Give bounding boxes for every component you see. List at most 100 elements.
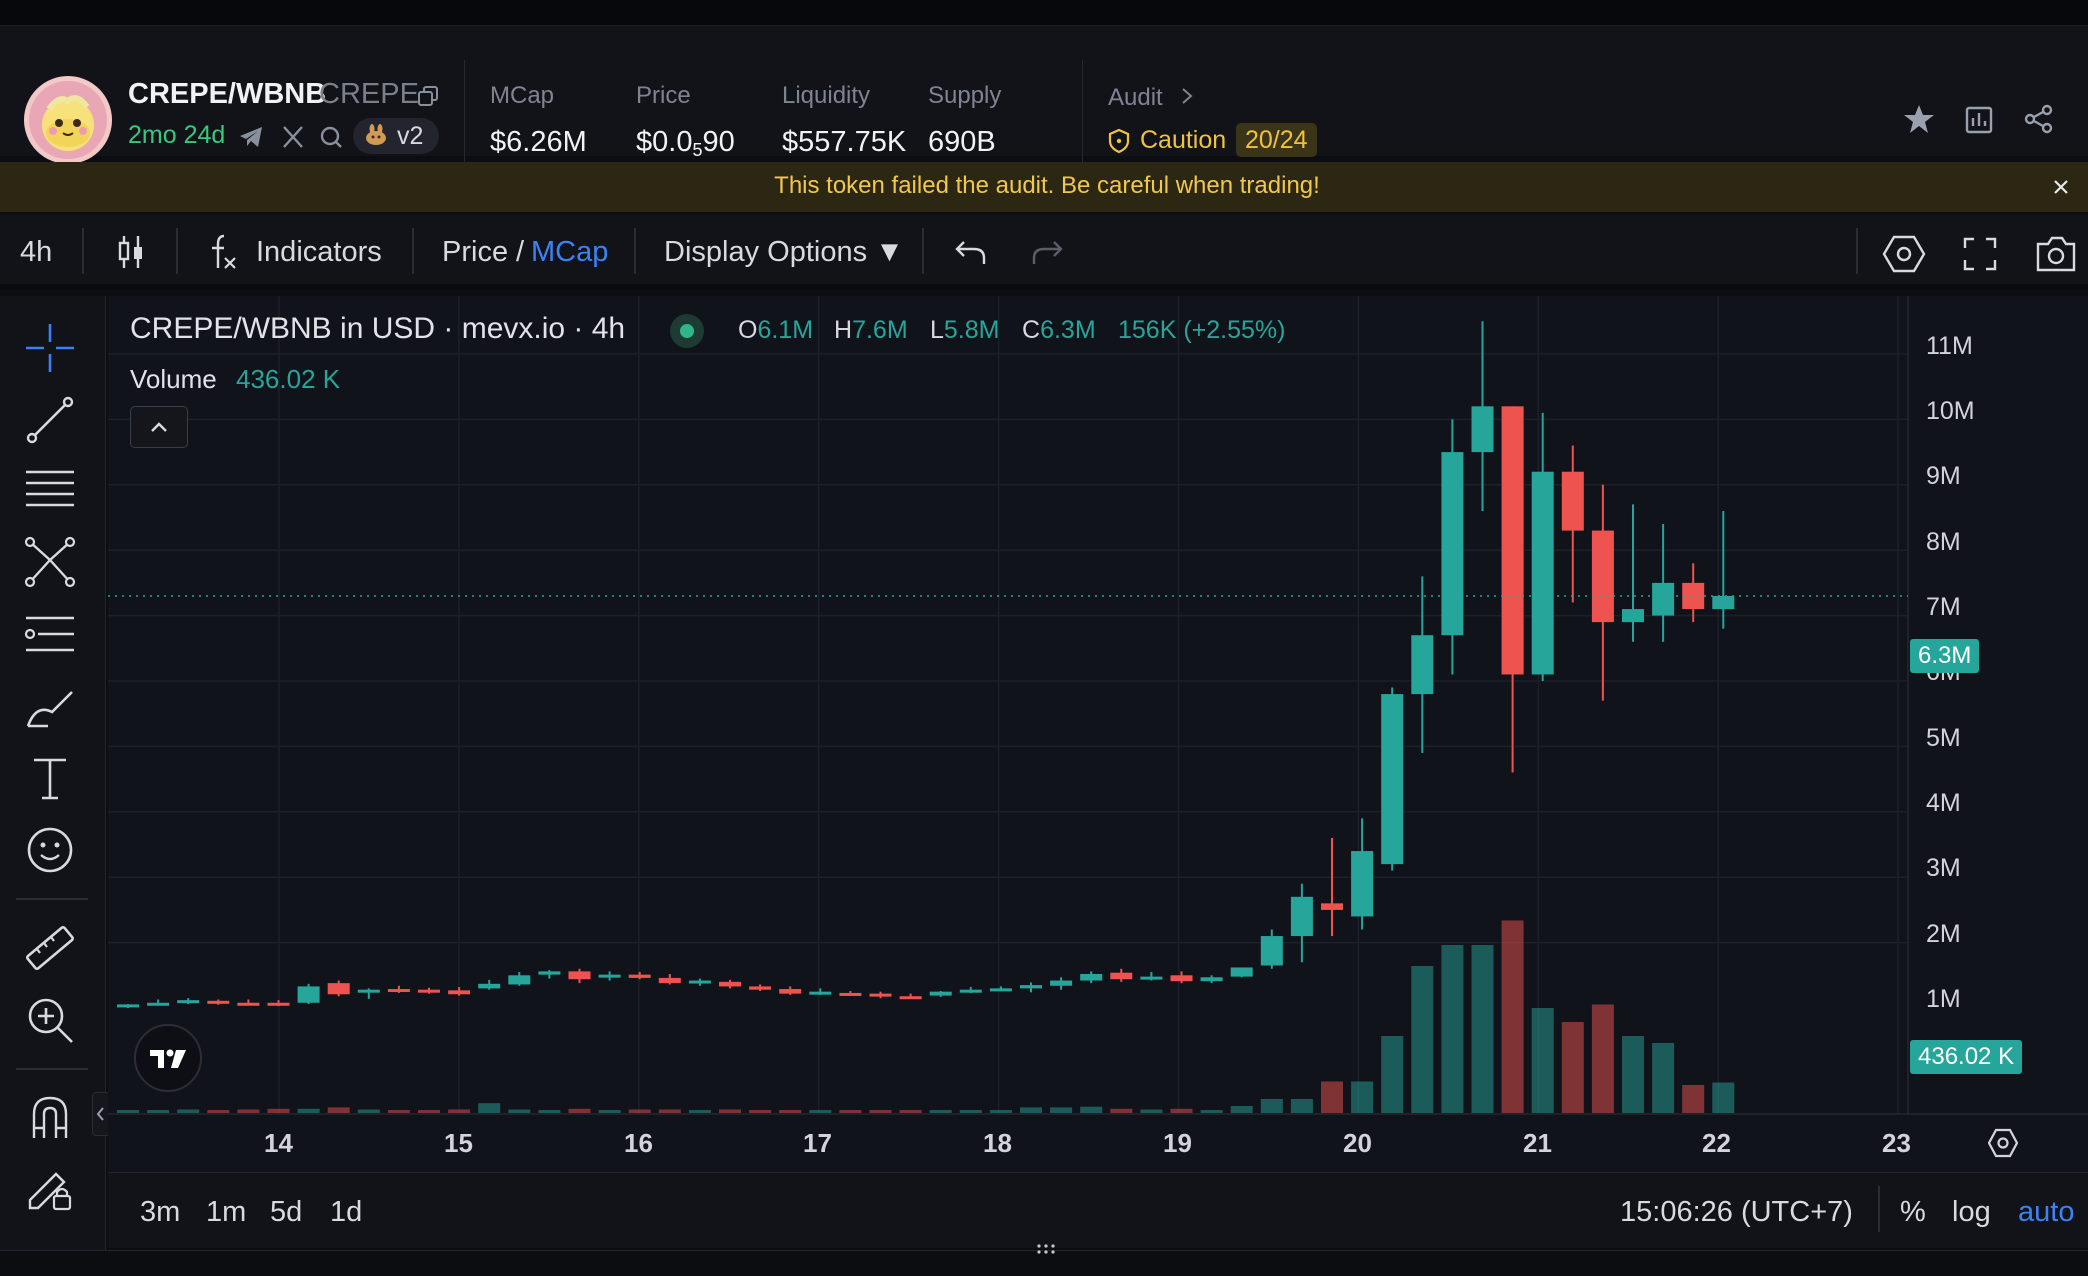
candle-body [899, 996, 922, 1000]
timezone-clock[interactable]: 15:06:26 (UTC+7) [1620, 1196, 1853, 1228]
candle-body [418, 989, 440, 993]
magnet-icon[interactable] [22, 1090, 78, 1146]
tools-divider [16, 1068, 88, 1070]
candle-body [207, 1000, 230, 1004]
chevron-up-icon [151, 422, 167, 432]
volume-bar [779, 1110, 802, 1113]
telegram-icon[interactable] [238, 124, 264, 150]
mcap-toggle[interactable]: MCap [531, 236, 609, 268]
range-3m-button[interactable]: 3m [140, 1196, 181, 1228]
candle-body [568, 971, 591, 980]
range-1d-button[interactable]: 1d [330, 1196, 363, 1228]
dex-version: v2 [397, 122, 424, 150]
volume-bar [1411, 966, 1434, 1113]
volume-bar [1441, 945, 1464, 1113]
price-value: $0.0590 [636, 126, 735, 160]
chevron-right-icon[interactable] [1180, 86, 1194, 106]
volume-bar [418, 1110, 440, 1113]
legend-collapse-button[interactable] [130, 406, 188, 448]
chart-compare-icon[interactable] [1962, 102, 1996, 136]
volume-bar [1110, 1108, 1133, 1113]
volume-bar [117, 1110, 139, 1113]
crosshair-icon[interactable] [22, 320, 78, 376]
candle-body [1471, 406, 1494, 453]
volume-bar [538, 1110, 561, 1113]
range-5d-button[interactable]: 5d [270, 1196, 303, 1228]
fib-retracement-icon[interactable] [22, 606, 78, 662]
volume-bar [1712, 1082, 1735, 1113]
volume-bar [1020, 1107, 1042, 1113]
ruler-icon[interactable] [22, 920, 78, 976]
camera-icon[interactable] [2034, 234, 2078, 274]
candle-body [628, 974, 651, 978]
candle-body [1531, 471, 1554, 675]
percent-scale-button[interactable]: % [1900, 1196, 1926, 1228]
last-volume-tag: 436.02 K [1910, 1040, 2023, 1074]
bottom-tabs-strip [0, 1250, 2088, 1276]
volume-bar [1471, 945, 1494, 1113]
volume-bar [478, 1103, 501, 1113]
zoom-in-icon[interactable] [22, 992, 78, 1048]
volume-bar [1531, 1008, 1554, 1113]
volume-bar [809, 1110, 832, 1113]
candle-body [1652, 582, 1675, 616]
indicators-fx-icon[interactable] [208, 232, 238, 272]
text-tool-icon[interactable] [22, 750, 78, 806]
toggle-separator: / [516, 236, 525, 268]
dex-badge[interactable]: v2 [353, 118, 439, 154]
settings-hexagon-icon[interactable] [1882, 234, 1926, 274]
emoji-icon[interactable] [22, 822, 78, 878]
price-chart[interactable] [108, 296, 2088, 1172]
candle-body [147, 1002, 170, 1006]
audit-link[interactable]: Audit [1108, 84, 1163, 111]
header-divider [1082, 60, 1083, 178]
log-scale-button[interactable]: log [1952, 1196, 1991, 1228]
interval-selector[interactable]: 4h [20, 236, 53, 268]
toolbar-divider [922, 228, 924, 274]
ohlc-change: 156K (+2.55%) [1118, 316, 1286, 344]
display-options-dropdown[interactable]: Display Options ▼ [664, 236, 904, 268]
close-icon[interactable] [2050, 176, 2072, 198]
time-axis-tick: 15 [444, 1128, 473, 1158]
time-axis-tick: 14 [264, 1128, 293, 1158]
range-1m-button[interactable]: 1m [206, 1196, 247, 1228]
auto-scale-button[interactable]: auto [2018, 1196, 2075, 1228]
candle-body [117, 1004, 139, 1008]
chart-toolbar [0, 214, 2088, 290]
time-axis-tick: 17 [803, 1128, 832, 1158]
fullscreen-icon[interactable] [1962, 236, 1998, 272]
candle-body [1200, 977, 1223, 982]
candles-style-icon[interactable] [116, 234, 146, 270]
star-icon[interactable] [1902, 102, 1936, 136]
price-toggle[interactable]: Price [442, 236, 509, 268]
share-icon[interactable] [2022, 102, 2056, 136]
horizontal-lines-icon[interactable] [22, 462, 78, 518]
candle-body [1290, 896, 1313, 937]
chart-legend-title: CREPE/WBNB in USD · mevx.io · 4h [130, 312, 626, 345]
lock-drawings-icon[interactable] [22, 1160, 78, 1216]
candle-body [1682, 582, 1705, 610]
volume-bar [839, 1110, 862, 1113]
tradingview-logo[interactable] [134, 1024, 202, 1092]
candle-body [1501, 406, 1524, 675]
brush-icon[interactable] [22, 678, 78, 734]
undo-icon[interactable] [954, 238, 988, 268]
candle-body [658, 977, 681, 984]
price-axis-tick: 10M [1926, 397, 1975, 425]
axis-settings-icon[interactable] [1988, 1128, 2018, 1158]
price-axis-tick: 7M [1926, 593, 1961, 621]
volume-bar [959, 1110, 982, 1113]
candlestick-chart[interactable] [108, 296, 2088, 1172]
pattern-tool-icon[interactable] [22, 534, 78, 590]
search-icon[interactable] [318, 124, 344, 150]
drag-handle-icon[interactable] [1034, 1242, 1058, 1256]
indicators-button[interactable]: Indicators [256, 236, 382, 268]
token-avatar [24, 76, 112, 164]
volume-bar [237, 1109, 260, 1113]
trend-line-icon[interactable] [22, 392, 78, 448]
x-twitter-icon[interactable] [280, 124, 306, 150]
candle-body [237, 1002, 260, 1006]
top-strip [0, 0, 2088, 26]
redo-icon[interactable] [1030, 238, 1064, 268]
copy-icon[interactable] [417, 85, 439, 107]
